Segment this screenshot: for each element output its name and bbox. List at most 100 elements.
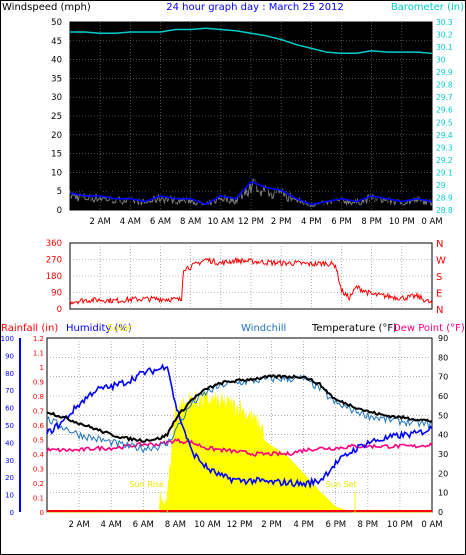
humidity-y-tick-label: 80 xyxy=(5,370,14,378)
temperature-line xyxy=(46,373,433,443)
humidity-label: Humidity (%) xyxy=(66,323,132,334)
rainfall-y-tick-label: 1 xyxy=(40,364,44,372)
temp-y-tick-label: 20 xyxy=(438,469,448,478)
temp-y-tick-label: 60 xyxy=(438,392,448,401)
temp-y-tick-label: 70 xyxy=(438,373,448,382)
rainfall-y-tick-label: 0.1 xyxy=(33,495,44,503)
rainfall-y-tick-label: 0.4 xyxy=(33,451,45,459)
sunrise-label: Sun Rise xyxy=(129,480,164,489)
rainfall-y-tick-label: 0 xyxy=(40,509,44,517)
wind-y-tick-label: 40 xyxy=(51,56,62,66)
temp-y-tick-label: 10 xyxy=(438,489,448,498)
temp-y-tick-label: 80 xyxy=(438,353,448,362)
humidity-y-tick-label: 90 xyxy=(5,352,14,360)
wind-y-tick-label: 25 xyxy=(51,112,62,122)
barometer-y-tick-label: 29.3 xyxy=(436,143,453,152)
barometer-y-tick-label: 29.7 xyxy=(436,93,453,102)
wind-direction-line xyxy=(69,256,433,306)
barometer-y-tick-label: 29.6 xyxy=(436,106,453,115)
compass-label: N xyxy=(436,239,443,250)
rainfall-y-tick-label: 0.2 xyxy=(33,480,44,488)
wind-y-tick-label: 30 xyxy=(51,93,62,103)
wind-x-tick-label: 4 AM xyxy=(120,217,141,227)
solar-label: Solar xyxy=(107,323,133,334)
barometer-y-tick-label: 30.2 xyxy=(436,31,453,40)
windchill-label: Windchill xyxy=(241,323,286,334)
wind-x-tick-label: 4 PM xyxy=(301,217,322,227)
temp-x-tick-label: 0 AM xyxy=(421,520,442,530)
humidity-line xyxy=(46,363,433,490)
humidity-y-tick-label: 0 xyxy=(10,509,14,517)
barometer-y-tick-label: 29.5 xyxy=(436,118,453,127)
temp-x-tick-label: 8 AM xyxy=(165,520,186,530)
barometer-y-tick-label: 30.1 xyxy=(436,43,453,52)
wind-y-tick-label: 15 xyxy=(51,150,62,160)
temp-x-tick-label: 4 AM xyxy=(101,520,122,530)
temp-x-tick-label: 2 PM xyxy=(261,520,282,530)
windspeed-axis-label: Windspeed (mph) xyxy=(2,2,91,13)
barometer-y-tick-label: 28.8 xyxy=(436,206,453,215)
temp-x-tick-label: 12 PM xyxy=(227,520,253,530)
wind-y-tick-label: 45 xyxy=(51,37,62,47)
wind-x-tick-label: 8 PM xyxy=(361,217,382,227)
sunset-label: Sun Set xyxy=(326,480,357,489)
humidity-y-tick-label: 70 xyxy=(5,387,14,395)
compass-label: N xyxy=(436,305,443,316)
rainfall-y-tick-label: 1.1 xyxy=(33,350,44,358)
wind-x-tick-label: 6 AM xyxy=(150,217,171,227)
barometer-y-tick-label: 30 xyxy=(436,56,446,65)
wind-y-tick-label: 35 xyxy=(51,74,62,84)
barometer-line xyxy=(70,27,433,55)
humidity-y-tick-label: 20 xyxy=(5,474,14,482)
rainfall-axis-label: Rainfall (in) xyxy=(1,323,58,334)
humidity-y-tick-label: 10 xyxy=(5,492,14,500)
rainfall-y-tick-label: 0.5 xyxy=(33,437,44,445)
humidity-y-tick-label: 100 xyxy=(1,335,14,343)
direction-y-tick-label: 90 xyxy=(51,289,62,299)
barometer-y-tick-label: 29.2 xyxy=(436,156,453,165)
rainfall-y-tick-label: 0.9 xyxy=(33,379,44,387)
graph-title: 24 hour graph day : March 25 2012 xyxy=(166,2,344,13)
temp-x-tick-label: 10 AM xyxy=(194,520,221,530)
wind-x-tick-label: 10 PM xyxy=(389,217,415,227)
direction-y-tick-label: 360 xyxy=(46,239,62,249)
wind-y-tick-label: 20 xyxy=(51,131,62,141)
wind-x-tick-label: 6 PM xyxy=(331,217,352,227)
barometer-y-tick-label: 29.9 xyxy=(436,68,453,77)
temp-y-tick-label: 90 xyxy=(438,334,448,343)
temperature-label: Temperature (°F) xyxy=(311,323,397,334)
temp-y-tick-label: 0 xyxy=(438,508,443,517)
wind-x-tick-label: 8 AM xyxy=(180,217,201,227)
direction-y-tick-label: 270 xyxy=(46,256,62,266)
barometer-y-tick-label: 29.4 xyxy=(436,131,453,140)
temp-x-tick-label: 6 PM xyxy=(325,520,346,530)
barometer-y-tick-label: 30.3 xyxy=(436,18,453,27)
wind-y-tick-label: 5 xyxy=(57,187,62,197)
compass-label: W xyxy=(436,256,446,267)
barometer-y-tick-label: 29.1 xyxy=(436,168,453,177)
compass-label: E xyxy=(436,289,442,300)
dewpoint-line xyxy=(46,438,433,457)
rainfall-y-tick-label: 0.6 xyxy=(33,422,45,430)
barometer-axis-label: Barometer (in) xyxy=(391,2,464,13)
humidity-y-tick-label: 30 xyxy=(5,457,14,465)
rainfall-y-tick-label: 0.8 xyxy=(33,393,44,401)
temp-y-tick-label: 30 xyxy=(438,450,448,459)
windchill-line xyxy=(46,374,433,454)
direction-y-tick-label: 180 xyxy=(46,272,62,282)
direction-y-tick-label: 0 xyxy=(57,305,62,315)
temp-x-tick-label: 2 AM xyxy=(68,520,89,530)
barometer-y-tick-label: 29 xyxy=(436,181,446,190)
barometer-y-tick-label: 29.8 xyxy=(436,81,453,90)
temp-x-tick-label: 8 PM xyxy=(358,520,379,530)
temp-x-tick-label: 10 PM xyxy=(387,520,413,530)
temp-y-tick-label: 50 xyxy=(438,411,448,420)
temp-x-tick-label: 6 AM xyxy=(133,520,154,530)
temp-x-tick-label: 4 PM xyxy=(293,520,314,530)
barometer-y-tick-label: 28.9 xyxy=(436,193,453,202)
wind-x-tick-label: 2 PM xyxy=(271,217,292,227)
wind-x-tick-label: 2 AM xyxy=(90,217,111,227)
compass-label: S xyxy=(436,272,442,283)
humidity-y-tick-label: 40 xyxy=(5,439,14,447)
